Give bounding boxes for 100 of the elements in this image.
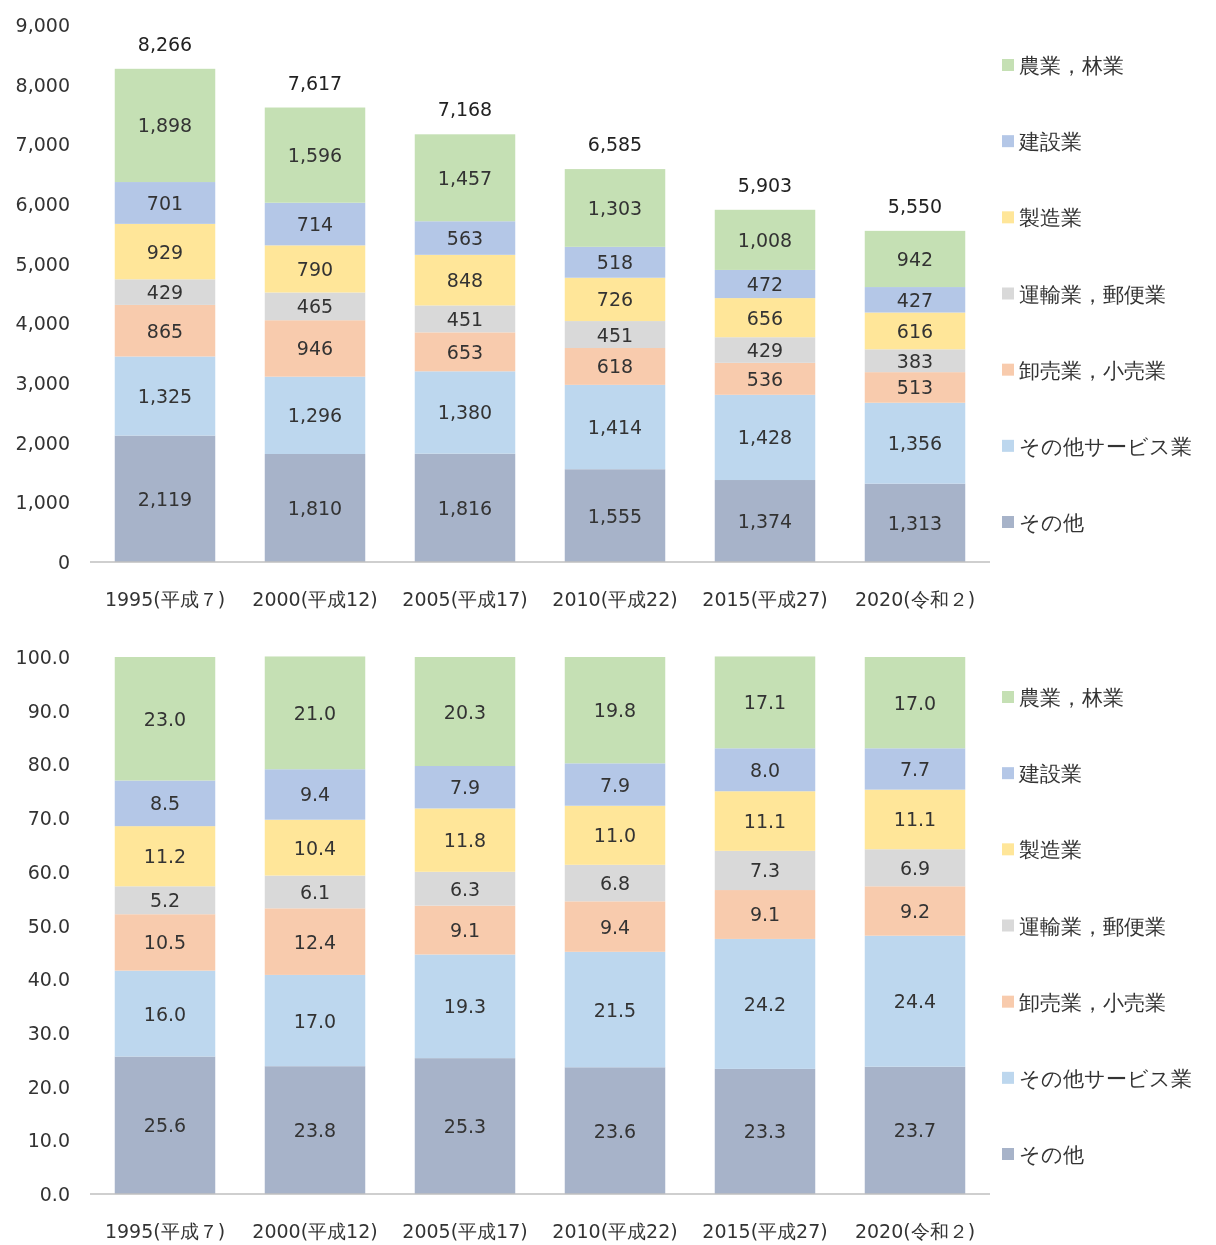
data-label: 7.3 <box>749 859 781 882</box>
bar <box>264 908 366 975</box>
bar <box>414 1058 516 1194</box>
bar <box>414 332 516 372</box>
bar <box>264 454 366 562</box>
bar <box>864 935 966 1067</box>
bar <box>714 656 816 749</box>
data-label: 23.6 <box>593 1119 637 1142</box>
data-label: 20.3 <box>443 700 487 723</box>
bar <box>414 453 516 562</box>
data-label: 616 <box>896 319 934 342</box>
bar <box>714 298 816 338</box>
legend-label: 建設業 <box>1018 762 1082 787</box>
bar <box>414 254 516 306</box>
data-label: 23.0 <box>143 707 187 730</box>
y-tick-label: 1,000 <box>15 491 70 514</box>
data-label: 2,119 <box>137 487 193 510</box>
data-label: 17.1 <box>743 691 787 714</box>
y-tick-label: 90.0 <box>27 699 70 722</box>
bar <box>114 657 216 781</box>
bar <box>114 435 216 562</box>
data-label: 726 <box>596 288 634 311</box>
data-label: 618 <box>596 355 634 378</box>
bar <box>114 826 216 887</box>
data-label: 714 <box>296 213 334 236</box>
y-tick-label: 2,000 <box>15 431 70 454</box>
data-label: 7.9 <box>599 773 631 796</box>
data-label: 11.2 <box>143 845 187 868</box>
bar <box>714 269 816 299</box>
data-label: 23.7 <box>893 1119 937 1142</box>
bar <box>714 850 816 891</box>
data-label: 12.4 <box>293 930 337 953</box>
data-label: 465 <box>296 295 334 318</box>
bar <box>114 182 216 224</box>
legend-label: その他サービス業 <box>1019 1066 1192 1091</box>
data-label: 6.8 <box>599 872 631 895</box>
data-label: 7.7 <box>899 757 931 780</box>
bar <box>264 875 366 909</box>
data-label: 513 <box>896 376 934 399</box>
data-label: 17.0 <box>893 691 937 714</box>
bar <box>414 134 516 222</box>
data-label: 23.8 <box>293 1119 337 1142</box>
data-label: 10.4 <box>293 836 337 859</box>
data-label: 701 <box>146 191 184 214</box>
x-tick-label: 1995(平成７) <box>104 1220 226 1242</box>
bar <box>114 1056 216 1194</box>
y-tick-label: 30.0 <box>27 1021 70 1044</box>
total-label: 7,168 <box>437 98 493 121</box>
data-label: 24.4 <box>893 990 937 1013</box>
bar <box>414 371 516 454</box>
x-tick-label: 2015(平成27) <box>702 1220 828 1242</box>
bar <box>414 766 516 809</box>
y-tick-label: 0 <box>57 551 70 573</box>
data-label: 19.8 <box>593 699 637 722</box>
bar <box>564 384 666 470</box>
bar <box>714 748 816 792</box>
legend-label: 卸売業，小売業 <box>1019 990 1166 1015</box>
bar <box>264 819 366 876</box>
bar <box>864 372 966 403</box>
bar <box>564 469 666 562</box>
data-label: 427 <box>896 288 934 311</box>
bar <box>264 245 366 293</box>
x-tick-label: 2005(平成17) <box>402 588 528 610</box>
data-label: 16.0 <box>143 1002 187 1025</box>
bar <box>264 656 366 770</box>
data-label: 848 <box>446 269 484 292</box>
bar <box>864 849 966 887</box>
bar <box>114 780 216 827</box>
data-label: 451 <box>446 307 484 330</box>
legend-label: 製造業 <box>1019 838 1082 863</box>
y-tick-label: 70.0 <box>27 807 70 830</box>
data-label: 11.0 <box>593 824 637 847</box>
data-label: 1,457 <box>437 166 493 189</box>
y-tick-label: 4,000 <box>15 312 70 335</box>
bar <box>864 287 966 313</box>
data-label: 23.3 <box>743 1120 787 1143</box>
y-tick-label: 40.0 <box>27 968 70 991</box>
data-label: 17.0 <box>293 1009 337 1032</box>
bar <box>114 304 216 357</box>
bar <box>114 970 216 1057</box>
bar <box>264 769 366 820</box>
legend-label: その他サービス業 <box>1019 434 1192 459</box>
bar <box>564 347 666 385</box>
bar <box>864 402 966 484</box>
data-label: 11.8 <box>443 829 487 852</box>
total-label: 5,903 <box>737 173 793 196</box>
data-label: 942 <box>896 247 934 270</box>
total-label: 5,550 <box>887 194 943 217</box>
data-label: 1,816 <box>437 496 493 519</box>
data-label: 1,380 <box>437 401 493 424</box>
bar <box>414 871 516 906</box>
bar <box>564 277 666 322</box>
bar <box>564 1067 666 1194</box>
legend-label: 運輸業，郵便業 <box>1019 914 1166 939</box>
x-tick-label: 2010(平成22) <box>552 588 678 610</box>
bar <box>264 107 366 203</box>
bar <box>264 292 366 321</box>
data-label: 21.0 <box>293 701 337 724</box>
legend-label: 運輸業，郵便業 <box>1019 282 1166 307</box>
y-tick-label: 6,000 <box>15 193 70 215</box>
